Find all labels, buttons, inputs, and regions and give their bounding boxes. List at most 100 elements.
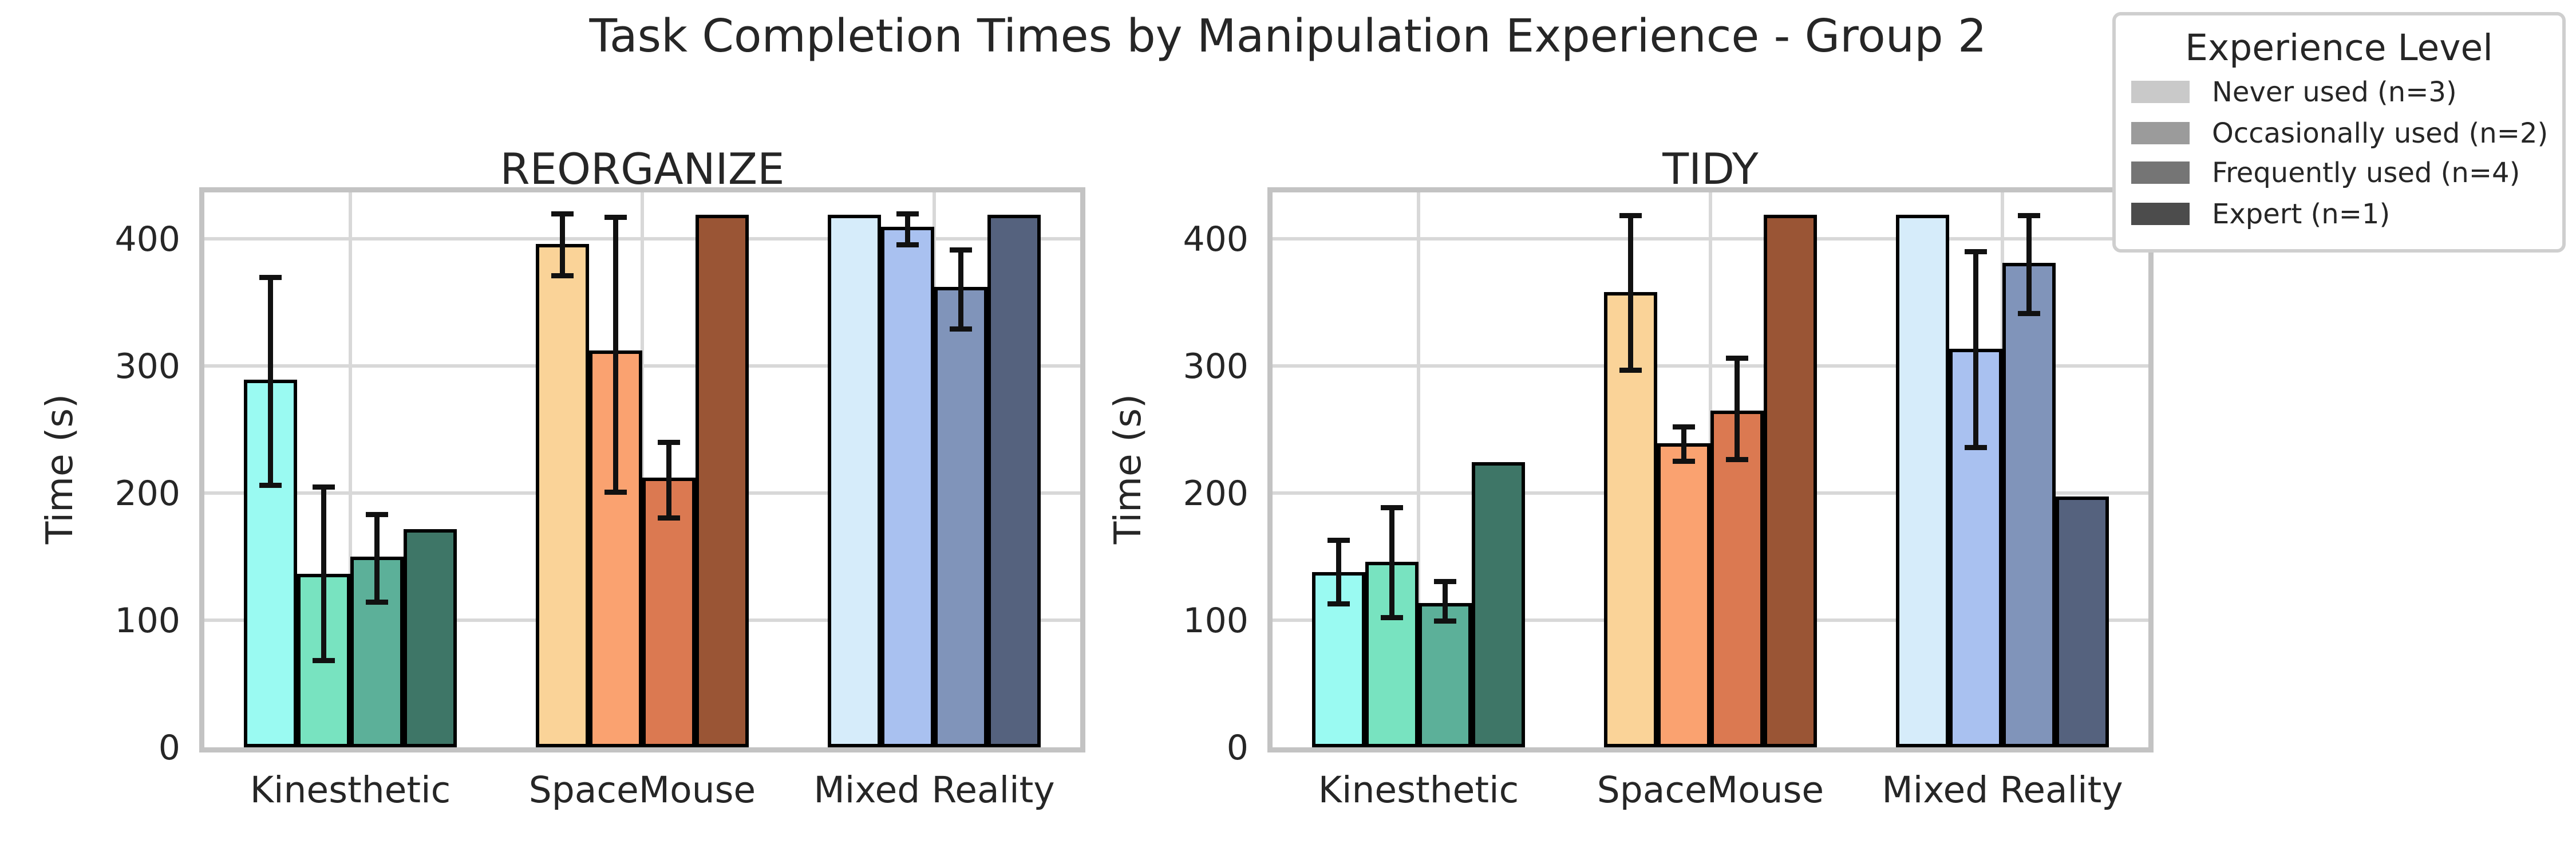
bar-mixed-reality-s1 — [881, 226, 934, 747]
error-bar-cap — [950, 325, 972, 331]
error-bar — [666, 442, 671, 519]
legend-label: Never used (n=3) — [2212, 76, 2457, 109]
error-bar-cap — [313, 658, 335, 664]
error-bar-cap — [2018, 212, 2040, 218]
error-bar-cap — [1381, 615, 1403, 621]
error-bar — [321, 487, 326, 661]
bar-mixed-reality-s3 — [987, 214, 1041, 747]
error-bar-cap — [259, 275, 282, 281]
plot-area-reorganize — [199, 187, 1085, 752]
bar-kinesthetic-s2 — [350, 557, 404, 747]
error-bar-cap — [1965, 248, 1987, 254]
error-bar — [374, 514, 380, 603]
error-bar-cap — [313, 484, 335, 490]
legend-swatch-never-used-icon — [2131, 81, 2190, 104]
error-bar-cap — [259, 483, 282, 488]
bar-kinesthetic-s2 — [1419, 602, 1472, 747]
bar-spacemouse-s0 — [536, 243, 589, 747]
error-bar-cap — [1327, 538, 1350, 543]
x-tick-label: Mixed Reality — [1882, 770, 2123, 811]
error-bar — [1735, 358, 1740, 460]
bar-spacemouse-s2 — [1710, 411, 1764, 747]
error-bar — [1389, 507, 1394, 618]
error-bar-cap — [1619, 367, 1642, 373]
x-tick-label: SpaceMouse — [1597, 770, 1824, 811]
y-tick-label: 0 — [158, 727, 180, 768]
error-bar-cap — [366, 600, 388, 605]
error-bar-cap — [950, 247, 972, 253]
y-tick-label: 200 — [114, 472, 180, 514]
error-bar — [1973, 251, 1978, 448]
x-tick-label: Kinesthetic — [250, 770, 451, 811]
error-bar-cap — [1965, 445, 1987, 451]
error-bar-cap — [896, 242, 919, 247]
error-bar-cap — [1434, 580, 1456, 585]
x-tick-label: Mixed Reality — [813, 770, 1055, 811]
y-tick-label: 0 — [1226, 727, 1249, 768]
error-bar-cap — [1381, 505, 1403, 510]
y-tick-label: 100 — [1183, 600, 1249, 641]
error-bar-cap — [605, 214, 627, 219]
error-bar-cap — [366, 511, 388, 517]
error-bar-cap — [1673, 424, 1695, 430]
bar-spacemouse-s2 — [642, 478, 696, 747]
v-gridline — [1417, 192, 1420, 747]
error-bar-cap — [658, 440, 680, 446]
y-tick-label: 200 — [1183, 472, 1249, 514]
error-bar-cap — [605, 489, 627, 495]
legend-swatch-frequently-used-icon — [2131, 161, 2190, 184]
y-tick-label: 400 — [114, 219, 180, 261]
error-bar — [1443, 582, 1448, 622]
error-bar — [1336, 540, 1341, 604]
error-bar — [2026, 215, 2032, 314]
bar-mixed-reality-s2 — [934, 286, 987, 747]
error-bar-cap — [1726, 356, 1748, 361]
bar-spacemouse-s1 — [1657, 444, 1710, 747]
legend-item: Frequently used (n=4) — [2116, 153, 2562, 194]
bar-mixed-reality-s3 — [2056, 497, 2109, 747]
error-bar-cap — [896, 211, 919, 217]
legend-label: Occasionally used (n=2) — [2212, 116, 2549, 149]
legend-item: Never used (n=3) — [2116, 72, 2562, 113]
legend-title: Experience Level — [2185, 27, 2493, 69]
error-bar-cap — [2018, 312, 2040, 317]
bar-mixed-reality-s2 — [2002, 263, 2056, 747]
bar-kinesthetic-s3 — [404, 529, 457, 747]
error-bar-cap — [1327, 601, 1350, 606]
error-bar — [268, 277, 273, 486]
error-bar — [905, 214, 910, 245]
legend-swatch-occasionally-used-icon — [2131, 121, 2190, 144]
legend-label: Expert (n=1) — [2212, 197, 2391, 230]
bar-mixed-reality-s0 — [828, 214, 881, 747]
y-tick-label: 100 — [114, 600, 180, 641]
error-bar-cap — [1673, 459, 1695, 464]
legend-swatch-expert-icon — [2131, 202, 2190, 225]
error-bar-cap — [1726, 458, 1748, 463]
error-bar — [958, 249, 963, 329]
subplot-title-tidy: TIDY — [1662, 144, 1759, 194]
bar-spacemouse-s3 — [1764, 214, 1817, 747]
x-tick-label: SpaceMouse — [528, 770, 756, 811]
legend-item: Occasionally used (n=2) — [2116, 113, 2562, 153]
error-bar-cap — [551, 272, 574, 278]
y-tick-label: 300 — [114, 345, 180, 387]
plot-area-tidy — [1267, 187, 2154, 752]
legend-label: Frequently used (n=4) — [2212, 156, 2520, 190]
bar-spacemouse-s3 — [696, 214, 749, 747]
error-bar — [1681, 427, 1686, 462]
figure-title: Task Completion Times by Manipulation Ex… — [589, 10, 1987, 64]
error-bar — [613, 216, 618, 492]
error-bar — [560, 214, 565, 275]
legend-item: Expert (n=1) — [2116, 194, 2562, 234]
bar-kinesthetic-s3 — [1472, 463, 1525, 747]
v-gridline — [641, 192, 644, 747]
v-gridline — [349, 192, 352, 747]
error-bar-cap — [551, 211, 574, 217]
y-tick-label: 400 — [1183, 219, 1249, 261]
error-bar-cap — [1434, 618, 1456, 624]
y-tick-label: 300 — [1183, 345, 1249, 387]
bar-mixed-reality-s0 — [1896, 214, 1949, 747]
error-bar — [1628, 215, 1633, 371]
x-tick-label: Kinesthetic — [1318, 770, 1519, 811]
